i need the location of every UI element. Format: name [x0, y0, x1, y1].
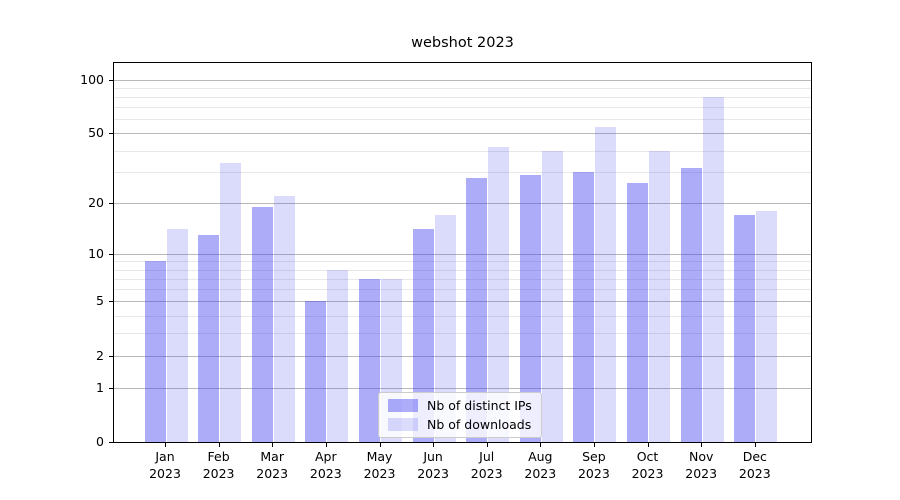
minor-gridline [114, 315, 811, 317]
minor-gridline [114, 150, 811, 152]
y-tick [109, 387, 113, 389]
x-tick [379, 443, 381, 447]
x-tick [325, 443, 327, 447]
minor-gridline [114, 278, 811, 280]
x-tick-label: May 2023 [363, 449, 396, 481]
bar-downloads-jul [488, 146, 510, 442]
legend-swatch-downloads [388, 418, 418, 431]
bar-distinct-ips-jan [144, 261, 166, 442]
x-tick-label: Oct 2023 [631, 449, 664, 481]
minor-gridline [114, 107, 811, 109]
legend-swatch-distinct-ips [388, 399, 418, 412]
x-tick [272, 443, 274, 447]
minor-gridline [114, 289, 811, 291]
y-tick-label: 50 [88, 125, 104, 141]
bar-distinct-ips-apr [305, 301, 327, 442]
bar-distinct-ips-feb [198, 234, 220, 442]
bar-downloads-oct [649, 150, 670, 442]
x-tick [218, 443, 220, 447]
bar-distinct-ips-may [359, 278, 380, 442]
x-tick-label: Nov 2023 [685, 449, 718, 481]
major-gridline [114, 387, 811, 389]
y-tick [109, 253, 113, 255]
plot-area [113, 62, 812, 443]
y-tick [109, 355, 113, 357]
legend-label-distinct-ips: Nb of distinct IPs [427, 398, 532, 413]
bar-distinct-ips-dec [734, 215, 756, 442]
bar-distinct-ips-mar [251, 206, 273, 442]
major-gridline [114, 301, 811, 303]
x-tick-label: Jan 2023 [149, 449, 181, 481]
minor-gridline [114, 333, 811, 335]
bar-downloads-mar [273, 195, 295, 442]
bar-distinct-ips-oct [627, 183, 648, 442]
x-tick [540, 443, 542, 447]
minor-gridline [114, 269, 811, 271]
bar-distinct-ips-nov [680, 167, 702, 442]
y-tick [109, 203, 113, 204]
major-gridline [114, 133, 811, 135]
x-tick-label: Apr 2023 [309, 449, 342, 481]
x-tick-label: Feb 2023 [202, 449, 235, 481]
legend-label-downloads: Nb of downloads [427, 417, 532, 432]
major-gridline [114, 253, 811, 255]
bar-downloads-dec [756, 210, 778, 442]
x-tick-label: Aug 2023 [524, 449, 557, 481]
bar-downloads-aug [541, 150, 563, 442]
y-tick-label: 20 [88, 195, 104, 210]
minor-gridline [114, 97, 811, 99]
major-gridline [114, 203, 811, 204]
y-tick-label: 1 [96, 379, 104, 395]
x-tick-label: Jun 2023 [417, 449, 449, 481]
minor-gridline [114, 87, 811, 89]
y-tick-label: 2 [96, 347, 104, 363]
y-tick-label: 10 [88, 245, 104, 261]
bar-downloads-jan [166, 229, 188, 442]
major-gridline [114, 355, 811, 357]
x-tick [165, 443, 166, 447]
major-gridline [114, 79, 811, 81]
minor-gridline [114, 261, 811, 263]
y-tick-label: 5 [96, 293, 104, 309]
y-tick [109, 133, 113, 135]
chart-title: webshot 2023 [411, 35, 514, 51]
x-tick-label: Jul 2023 [470, 449, 503, 481]
bar-distinct-ips-jun [412, 229, 434, 442]
y-tick [109, 79, 113, 81]
y-tick [109, 301, 113, 303]
x-tick [754, 443, 756, 447]
x-tick-label: Mar 2023 [256, 449, 289, 481]
y-tick-label: 100 [80, 71, 104, 87]
bar-downloads-apr [327, 269, 349, 442]
bar-distinct-ips-sep [573, 172, 595, 442]
x-tick [486, 443, 488, 447]
x-tick [433, 443, 435, 447]
y-tick [109, 442, 113, 443]
x-tick [647, 443, 649, 447]
legend: Nb of distinct IPs Nb of downloads [378, 392, 542, 438]
bar-downloads-jun [434, 215, 456, 442]
x-tick [701, 443, 703, 447]
legend-item-distinct-ips: Nb of distinct IPs [388, 398, 532, 413]
x-tick-label: Sep 2023 [577, 449, 610, 481]
bar-distinct-ips-jul [466, 177, 488, 442]
y-tick-label: 0 [96, 434, 104, 449]
bar-distinct-ips-aug [519, 175, 541, 442]
bar-downloads-feb [220, 162, 242, 442]
x-tick-label: Dec 2023 [738, 449, 771, 481]
bar-downloads-nov [702, 97, 724, 442]
minor-gridline [114, 172, 811, 174]
x-tick [593, 443, 595, 447]
bar-downloads-sep [595, 127, 617, 442]
minor-gridline [114, 119, 811, 121]
legend-item-downloads: Nb of downloads [388, 417, 532, 432]
